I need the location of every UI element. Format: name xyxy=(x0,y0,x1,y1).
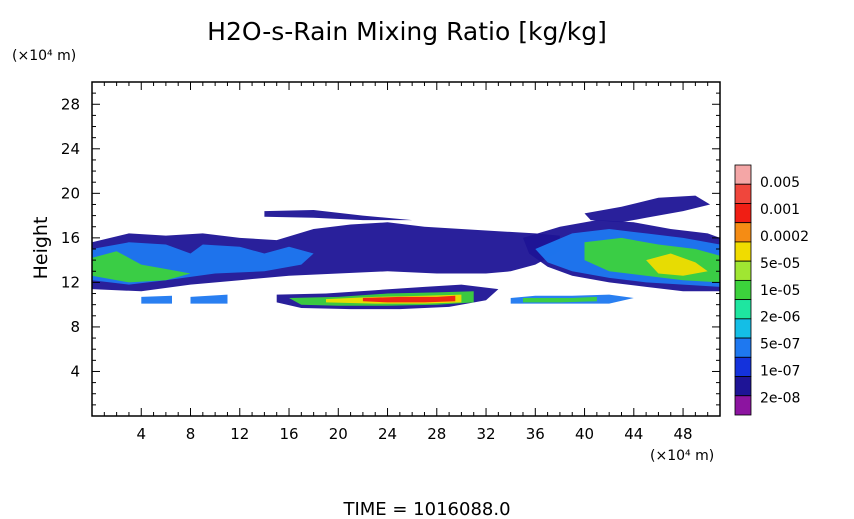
y-tick-label: 24 xyxy=(61,140,80,158)
y-tick-label: 20 xyxy=(61,184,80,202)
x-tick-label: 20 xyxy=(329,425,348,443)
colorbar-swatch xyxy=(734,337,752,358)
x-tick-label: 24 xyxy=(378,425,397,443)
colorbar-swatch xyxy=(734,183,752,204)
heatmap-region-14 xyxy=(190,294,228,304)
y-tick-label: 12 xyxy=(61,273,80,291)
colorbar-swatch xyxy=(734,260,752,281)
colorbar-label: 1e-07 xyxy=(760,364,800,380)
colorbar-swatch xyxy=(734,376,752,397)
chart-title: H2O-s-Rain Mixing Ratio [kg/kg] xyxy=(207,17,607,46)
heatmap-region-6 xyxy=(92,251,191,283)
colorbar-label: 0.001 xyxy=(760,202,800,218)
colorbar-swatch xyxy=(734,299,752,320)
colorbar-swatch xyxy=(734,241,752,262)
x-tick-label: 32 xyxy=(476,425,495,443)
x-tick-label: 8 xyxy=(186,425,196,443)
x-tick-label: 16 xyxy=(279,425,298,443)
colorbar-swatch xyxy=(734,222,752,243)
x-axis-unit: (×10⁴ m) xyxy=(650,448,714,464)
x-tick-label: 48 xyxy=(674,425,693,443)
y-tick-label: 8 xyxy=(70,318,80,336)
x-tick-label: 36 xyxy=(526,425,545,443)
colorbar-label: 2e-08 xyxy=(760,391,800,407)
heatmap-region-13 xyxy=(141,295,172,304)
x-axis: 4 8 12 16 20 24 28 32 36 40 44 48 xyxy=(103,82,709,443)
x-tick-label: 12 xyxy=(230,425,249,443)
heatmap-region-12 xyxy=(362,295,456,303)
x-tick-label: 40 xyxy=(575,425,594,443)
y-axis-label: Height xyxy=(30,217,52,280)
colorbar-label: 0.0002 xyxy=(760,229,809,245)
y-tick-label: 16 xyxy=(61,229,80,247)
colorbar-label: 1e-05 xyxy=(760,283,800,299)
x-tick-label: 4 xyxy=(136,425,146,443)
colorbar: 0.005 0.001 0.0002 5e-05 1e-05 2e-06 5e-07 1e-0… xyxy=(734,164,809,416)
colorbar-swatch xyxy=(734,203,752,224)
y-axis-unit: (×10⁴ m) xyxy=(12,48,76,64)
heatmap-region-1 xyxy=(264,210,413,221)
heatmap-region-16 xyxy=(523,296,597,303)
colorbar-swatch xyxy=(734,356,752,377)
colorbar-swatch xyxy=(734,395,752,416)
colorbar-swatch xyxy=(734,279,752,301)
plot-frame xyxy=(91,81,721,417)
colorbar-label: 2e-06 xyxy=(760,310,800,326)
colorbar-swatch xyxy=(734,164,752,185)
y-tick-label: 4 xyxy=(70,362,80,380)
colorbar-swatch xyxy=(734,318,752,339)
heatmap-region-8 xyxy=(646,253,708,276)
time-footer: TIME = 1016088.0 xyxy=(342,499,510,519)
x-tick-label: 44 xyxy=(624,425,643,443)
heatmap-region-2 xyxy=(584,195,711,223)
colorbar-label: 5e-07 xyxy=(760,337,800,353)
colorbar-label: 5e-05 xyxy=(760,256,800,272)
x-tick-label: 28 xyxy=(427,425,446,443)
colorbar-label: 0.005 xyxy=(760,175,800,191)
heatmap-regions xyxy=(92,195,720,310)
y-tick-label: 28 xyxy=(61,95,80,113)
